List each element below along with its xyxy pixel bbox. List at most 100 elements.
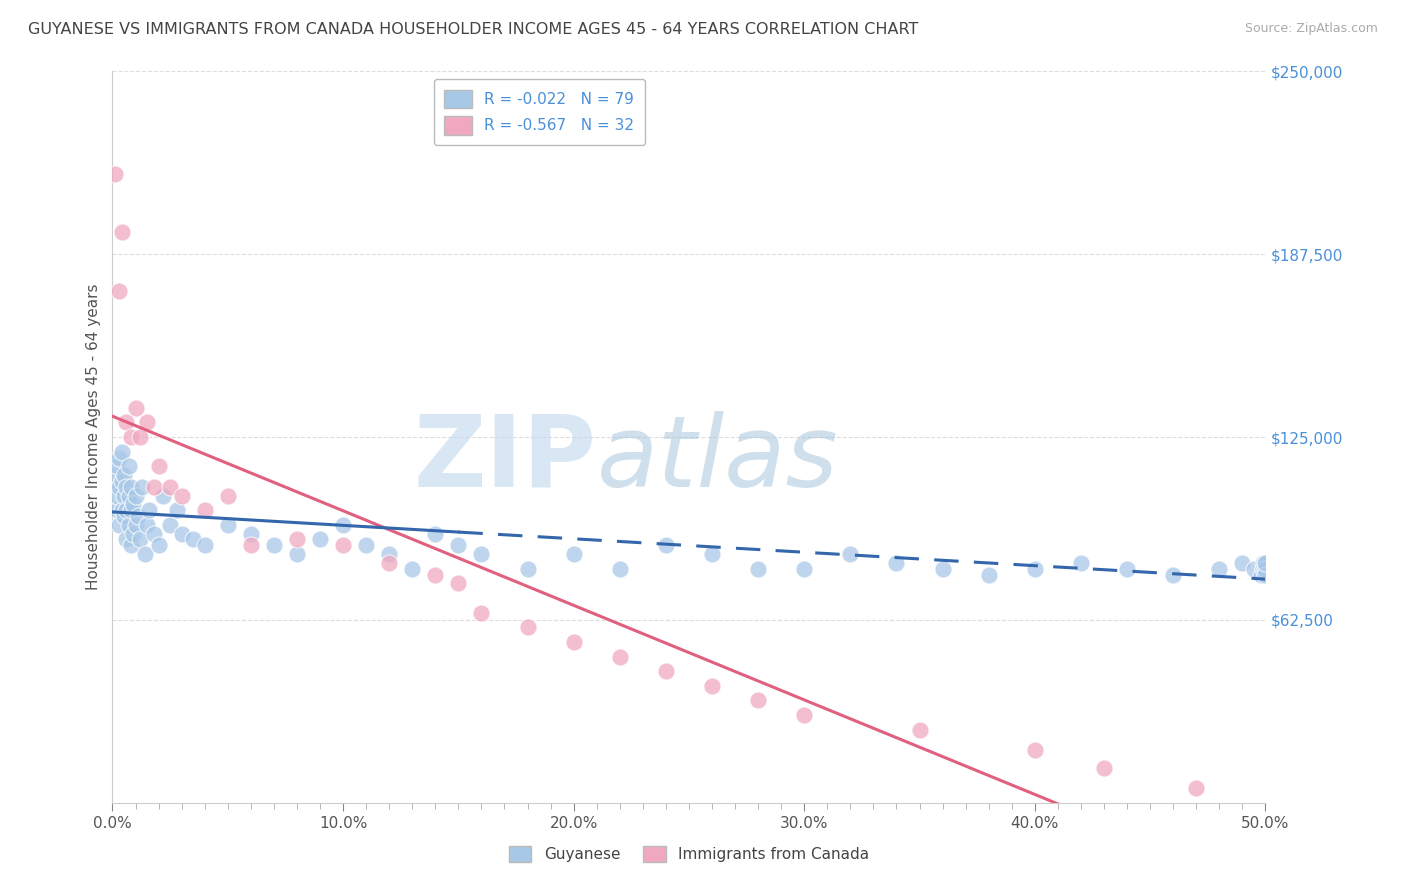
Point <box>609 649 631 664</box>
Point <box>1232 556 1254 570</box>
Legend: Guyanese, Immigrants from Canada: Guyanese, Immigrants from Canada <box>502 840 876 868</box>
Point <box>309 533 332 547</box>
Point <box>239 526 262 541</box>
Point <box>217 489 239 503</box>
Point <box>263 538 285 552</box>
Point <box>148 538 170 552</box>
Point <box>1251 556 1274 570</box>
Point <box>159 517 181 532</box>
Point <box>1254 567 1277 582</box>
Point <box>124 401 146 415</box>
Point <box>166 503 188 517</box>
Point <box>1116 562 1139 576</box>
Point <box>332 538 354 552</box>
Point <box>115 503 138 517</box>
Point <box>401 562 423 576</box>
Point <box>117 489 139 503</box>
Point <box>977 567 1000 582</box>
Text: atlas: atlas <box>596 410 838 508</box>
Point <box>181 533 204 547</box>
Point <box>285 547 308 561</box>
Point <box>747 562 769 576</box>
Point <box>120 480 142 494</box>
Point <box>111 474 134 488</box>
Point <box>104 468 127 483</box>
Point <box>120 538 142 552</box>
Point <box>104 480 127 494</box>
Point <box>332 517 354 532</box>
Point <box>562 547 585 561</box>
Point <box>131 480 153 494</box>
Point <box>129 533 152 547</box>
Point <box>609 562 631 576</box>
Point <box>152 489 174 503</box>
Point <box>447 576 470 591</box>
Point <box>122 497 145 511</box>
Point <box>447 538 470 552</box>
Text: ZIP: ZIP <box>413 410 596 508</box>
Point <box>425 526 447 541</box>
Point <box>1254 562 1277 576</box>
Point <box>124 517 146 532</box>
Point <box>839 547 862 561</box>
Point <box>1251 562 1274 576</box>
Point <box>111 444 134 458</box>
Point <box>1208 562 1230 576</box>
Point <box>470 606 492 620</box>
Point <box>104 167 127 181</box>
Point <box>170 526 193 541</box>
Point <box>239 538 262 552</box>
Point <box>136 517 159 532</box>
Point <box>148 459 170 474</box>
Point <box>115 480 138 494</box>
Point <box>105 503 128 517</box>
Point <box>1161 567 1184 582</box>
Point <box>105 459 128 474</box>
Point <box>1024 743 1046 757</box>
Point <box>470 547 492 561</box>
Point <box>115 533 138 547</box>
Point <box>1254 556 1277 570</box>
Point <box>194 538 217 552</box>
Point <box>1185 781 1208 796</box>
Point <box>1243 562 1265 576</box>
Point <box>115 416 138 430</box>
Point <box>112 489 135 503</box>
Point <box>1092 761 1115 775</box>
Point <box>108 284 131 298</box>
Point <box>1254 556 1277 570</box>
Point <box>378 547 401 561</box>
Point <box>217 517 239 532</box>
Point <box>1024 562 1046 576</box>
Point <box>108 517 131 532</box>
Point <box>700 679 723 693</box>
Text: GUYANESE VS IMMIGRANTS FROM CANADA HOUSEHOLDER INCOME AGES 45 - 64 YEARS CORRELA: GUYANESE VS IMMIGRANTS FROM CANADA HOUSE… <box>28 22 918 37</box>
Point <box>127 509 149 524</box>
Point <box>143 480 166 494</box>
Point <box>655 538 678 552</box>
Point <box>134 547 156 561</box>
Point <box>117 459 139 474</box>
Point <box>285 533 308 547</box>
Point <box>136 416 159 430</box>
Point <box>793 708 815 723</box>
Point <box>159 480 181 494</box>
Point <box>931 562 953 576</box>
Point <box>129 430 152 444</box>
Point <box>120 503 142 517</box>
Point <box>562 635 585 649</box>
Point <box>425 567 447 582</box>
Point <box>747 693 769 707</box>
Point <box>516 562 538 576</box>
Point <box>1070 556 1092 570</box>
Point <box>122 526 145 541</box>
Point <box>516 620 538 634</box>
Point <box>120 430 142 444</box>
Point <box>112 509 135 524</box>
Point <box>354 538 377 552</box>
Point <box>378 556 401 570</box>
Point <box>170 489 193 503</box>
Point <box>886 556 908 570</box>
Point <box>108 450 131 465</box>
Point <box>117 517 139 532</box>
